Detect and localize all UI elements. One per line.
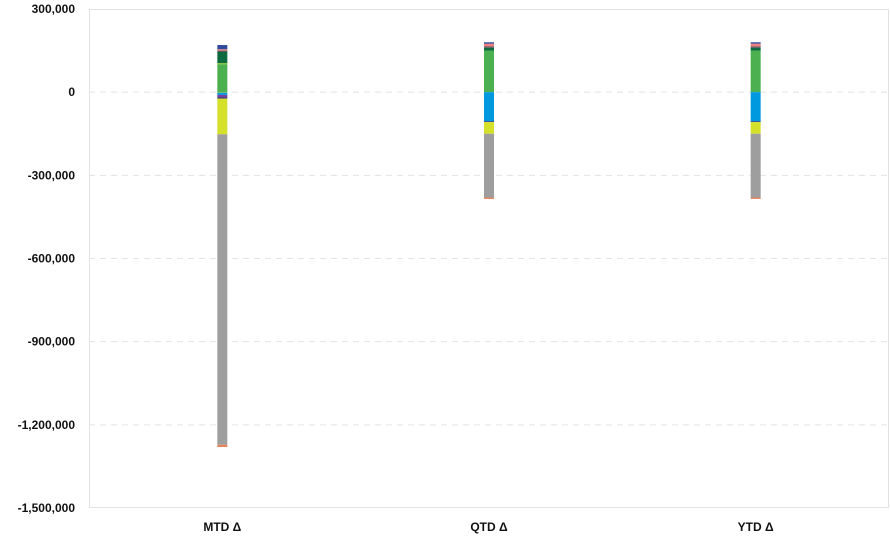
bar-segment (750, 47, 761, 51)
y-tick-label: 0 (68, 85, 75, 99)
bar-segment (750, 46, 761, 48)
y-tick-label: -1,200,000 (18, 418, 76, 432)
bar-segment (484, 122, 494, 134)
bar-segment (217, 45, 228, 50)
bar-segment (217, 63, 228, 65)
bar-segment (750, 197, 761, 199)
y-tick-label: -600,000 (28, 252, 76, 266)
bar-segment (217, 50, 228, 52)
bar-segment (750, 122, 761, 134)
bar-segment (484, 197, 494, 199)
bar-segment (484, 92, 494, 122)
bar-segment (217, 97, 228, 99)
y-tick-label: -1,500,000 (18, 501, 76, 515)
bar-segment (750, 43, 761, 47)
y-tick-label: 300,000 (32, 2, 76, 16)
bar-segment (484, 43, 494, 47)
bar-segment (750, 50, 761, 93)
bar-segment (750, 92, 761, 122)
x-category-label: MTD Δ (203, 520, 241, 534)
bar-segment (217, 92, 228, 93)
bar-segment (750, 42, 761, 44)
bar-segment (750, 133, 761, 198)
x-category-label: YTD Δ (738, 520, 774, 534)
bar-segment (484, 50, 494, 93)
bar-segment (217, 134, 228, 445)
y-tick-label: -900,000 (28, 335, 76, 349)
bar-segment (217, 98, 228, 135)
y-tick-label: -300,000 (28, 168, 76, 182)
bar-segment (217, 49, 228, 51)
bar-segment (217, 92, 228, 95)
bar-segment (484, 42, 494, 44)
x-category-label: QTD Δ (470, 520, 508, 534)
bar-segment (217, 444, 228, 448)
bar-segment (484, 46, 494, 48)
bar-segment (484, 133, 494, 198)
bar-segment (484, 47, 494, 51)
bar-segment (217, 51, 228, 64)
bar-segment (217, 94, 228, 98)
bar-segment (217, 64, 228, 93)
bar-segment (750, 121, 761, 123)
bar-segment (484, 121, 494, 123)
